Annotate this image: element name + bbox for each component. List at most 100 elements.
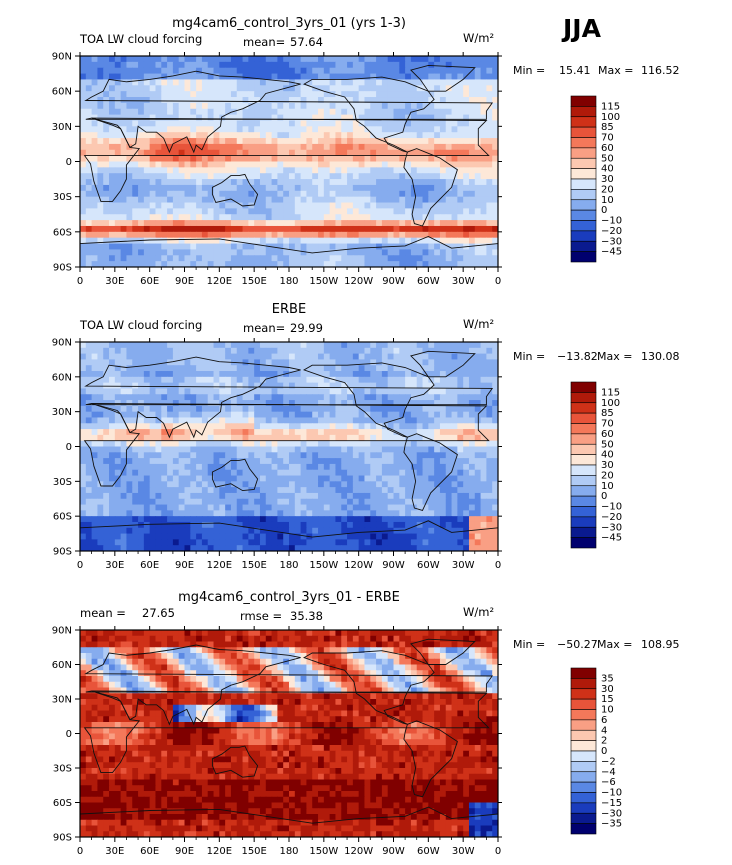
field-cell xyxy=(381,184,389,192)
field-cell xyxy=(399,371,406,378)
field-cell xyxy=(126,184,133,192)
field-cell xyxy=(155,516,162,523)
field-cell xyxy=(167,179,174,186)
field-cell xyxy=(480,452,487,459)
field-cell xyxy=(370,400,377,407)
field-cell xyxy=(463,400,470,407)
field-cell xyxy=(259,120,267,127)
field-cell xyxy=(480,114,487,122)
field-cell xyxy=(294,138,302,145)
field-cell xyxy=(149,458,157,465)
field-cell xyxy=(416,261,424,267)
field-cell xyxy=(376,208,383,215)
field-cell xyxy=(312,173,319,180)
field-cell xyxy=(132,143,139,151)
field-cell xyxy=(492,417,498,424)
field-cell xyxy=(277,91,284,98)
field-cell xyxy=(364,85,371,92)
field-cell xyxy=(213,475,220,482)
field-cell xyxy=(289,167,296,174)
field-cell xyxy=(283,411,290,419)
field-cell xyxy=(306,423,313,430)
field-cell xyxy=(138,179,145,186)
field-cell xyxy=(480,411,487,419)
field-cell xyxy=(184,353,191,361)
field-cell xyxy=(312,458,319,465)
field-cell xyxy=(312,452,319,459)
field-cell xyxy=(277,388,284,395)
field-cell xyxy=(323,214,331,221)
field-cell xyxy=(85,353,93,361)
field-cell xyxy=(213,85,220,92)
field-cell xyxy=(184,173,191,180)
field-cell xyxy=(213,91,220,98)
field-cell xyxy=(364,365,371,372)
field-cell xyxy=(300,102,308,110)
field-cell xyxy=(376,487,383,494)
field-cell xyxy=(219,61,226,69)
field-cell xyxy=(318,342,325,349)
field-cell xyxy=(103,173,110,180)
field-cell xyxy=(294,411,302,419)
field-cell xyxy=(184,79,191,86)
field-cell xyxy=(184,255,191,262)
field-cell xyxy=(259,463,267,471)
field-cell xyxy=(480,255,487,262)
field-cell xyxy=(126,173,133,180)
field-cell xyxy=(80,67,87,75)
field-cell xyxy=(271,167,278,174)
field-cell xyxy=(196,120,203,127)
field-cell xyxy=(341,504,348,511)
field-cell xyxy=(207,126,215,133)
field-cell xyxy=(225,97,232,104)
field-cell xyxy=(323,353,331,361)
field-cell xyxy=(155,208,162,215)
field-cell xyxy=(405,67,412,75)
field-cell xyxy=(143,225,151,233)
field-cell xyxy=(306,179,313,186)
field-cell xyxy=(376,353,383,361)
field-cell xyxy=(259,376,267,384)
field-cell xyxy=(352,132,360,139)
field-cell xyxy=(294,149,302,157)
field-cell xyxy=(155,521,162,529)
field-cell xyxy=(114,487,122,494)
field-cell xyxy=(335,510,342,517)
field-cell xyxy=(300,481,308,488)
season-label: JJA xyxy=(563,14,601,43)
field-cell xyxy=(468,347,476,355)
field-cell xyxy=(271,487,278,494)
field-cell xyxy=(201,440,209,448)
field-cell xyxy=(445,114,453,122)
field-cell xyxy=(109,225,116,233)
field-cell xyxy=(468,97,476,104)
field-cell xyxy=(213,487,220,494)
field-cell xyxy=(138,138,145,145)
field-cell xyxy=(387,382,395,390)
field-cell xyxy=(463,405,470,413)
field-cell xyxy=(265,161,273,168)
field-cell xyxy=(289,67,296,75)
field-cell xyxy=(149,417,157,424)
field-cell xyxy=(277,458,284,465)
field-cell xyxy=(416,423,424,430)
field-cell xyxy=(236,463,244,471)
field-cell xyxy=(422,155,429,163)
field-cell xyxy=(143,469,151,477)
field-cell xyxy=(91,237,99,245)
field-cell xyxy=(387,388,395,395)
field-cell xyxy=(196,452,203,459)
field-cell xyxy=(492,353,498,361)
field-cell xyxy=(468,56,476,63)
field-cell xyxy=(335,417,342,424)
field-cell xyxy=(114,249,122,256)
field-cell xyxy=(254,173,261,180)
field-cell xyxy=(294,510,302,517)
field-cell xyxy=(126,452,133,459)
field-cell xyxy=(329,417,337,424)
field-cell xyxy=(341,400,348,407)
field-cell xyxy=(480,161,487,168)
field-cell xyxy=(155,114,162,122)
field-cell xyxy=(109,102,116,110)
field-cell xyxy=(254,67,261,75)
